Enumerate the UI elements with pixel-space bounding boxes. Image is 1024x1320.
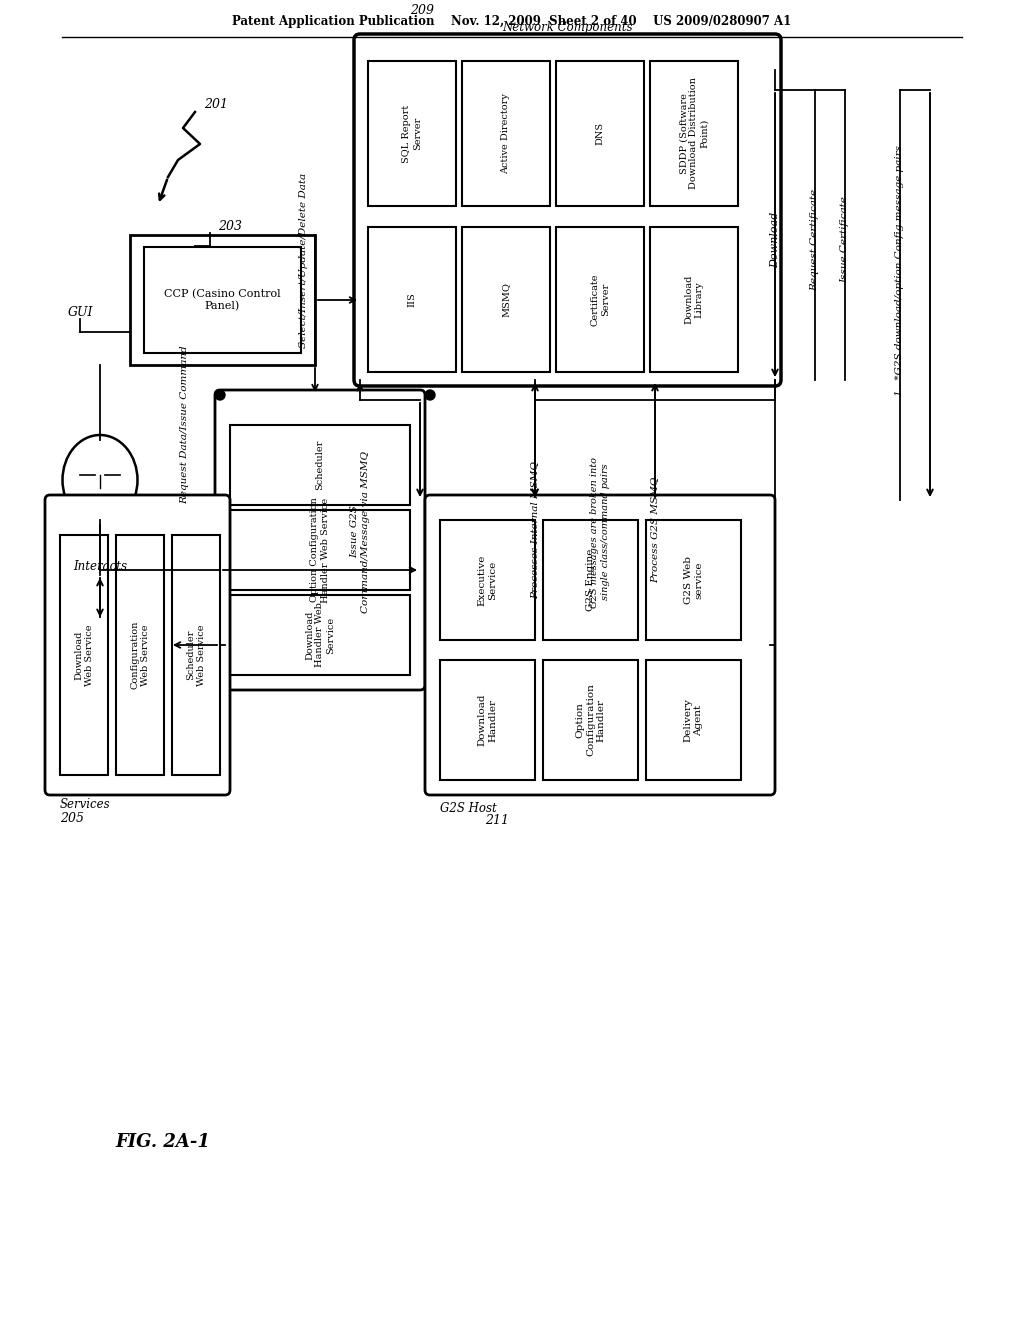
Bar [462, 227, 550, 372]
Bar [440, 660, 535, 780]
Bar [368, 61, 456, 206]
Bar [440, 520, 535, 640]
FancyBboxPatch shape [215, 389, 425, 690]
Text: 203: 203 [218, 219, 242, 232]
Text: Scheduler
Web Service: Scheduler Web Service [186, 624, 206, 686]
Text: Request Data/Issue Command: Request Data/Issue Command [180, 346, 189, 504]
FancyBboxPatch shape [45, 495, 230, 795]
Text: Patent Application Publication    Nov. 12, 2009  Sheet 2 of 40    US 2009/028090: Patent Application Publication Nov. 12, … [232, 16, 792, 29]
Bar [462, 61, 550, 206]
Text: Configuration
Web Service: Configuration Web Service [130, 620, 150, 689]
Text: Option
Configuration
Handler: Option Configuration Handler [575, 684, 605, 756]
Text: Active Directory: Active Directory [502, 94, 511, 174]
Text: Download
Web Service: Download Web Service [75, 624, 94, 686]
Text: SDDP (Software
Download Distribution
Point): SDDP (Software Download Distribution Poi… [679, 78, 709, 190]
Ellipse shape [62, 436, 137, 525]
Bar [116, 535, 164, 775]
Bar [172, 535, 220, 775]
Text: G2S Host: G2S Host [440, 801, 497, 814]
Bar [144, 247, 301, 352]
Bar [130, 235, 315, 366]
Circle shape [425, 389, 435, 400]
Text: CCP (Casino Control
Panel): CCP (Casino Control Panel) [164, 289, 281, 312]
Text: Option Configuration
Handler Web Service: Option Configuration Handler Web Service [310, 498, 330, 602]
Text: Certificate
Server: Certificate Server [590, 273, 609, 326]
Text: Processes Internal MSMQ: Processes Internal MSMQ [530, 461, 540, 599]
Text: 209: 209 [410, 4, 434, 16]
Text: Issue G2S
Command/Message via MSMQ: Issue G2S Command/Message via MSMQ [350, 451, 370, 612]
Text: IIS: IIS [408, 292, 417, 306]
Text: Process G2S MSMQ: Process G2S MSMQ [650, 477, 659, 583]
Text: Services: Services [60, 799, 111, 812]
Text: DNS: DNS [596, 121, 604, 145]
Text: Delivery
Agent: Delivery Agent [684, 698, 703, 742]
Text: 205: 205 [60, 812, 84, 825]
Text: Executive
Service: Executive Service [478, 554, 498, 606]
Bar [543, 520, 638, 640]
Text: Download: Download [770, 213, 780, 268]
Bar [230, 595, 410, 675]
Text: Download
Library: Download Library [684, 275, 703, 325]
Text: Scheduler: Scheduler [315, 440, 325, 490]
Text: 211: 211 [485, 813, 509, 826]
FancyBboxPatch shape [354, 34, 781, 385]
Text: Download
Handler: Download Handler [478, 694, 498, 746]
Bar [650, 61, 738, 206]
Bar [368, 227, 456, 372]
Bar [230, 510, 410, 590]
Text: FIG. 2A-1: FIG. 2A-1 [115, 1133, 210, 1151]
Text: G2S messages are broken into
single class/command pairs: G2S messages are broken into single clas… [590, 457, 609, 607]
Bar [60, 535, 108, 775]
Bar [646, 660, 741, 780]
Text: 201: 201 [204, 99, 228, 111]
Text: G2S Engine: G2S Engine [586, 549, 595, 611]
Text: Issue Certificate: Issue Certificate [841, 197, 850, 284]
Text: GUI: GUI [68, 305, 93, 318]
Bar [556, 227, 644, 372]
Bar [646, 520, 741, 640]
Text: Download
Handler Web
Service: Download Handler Web Service [305, 602, 335, 668]
Text: G2S Web
service: G2S Web service [684, 556, 703, 605]
Bar [543, 660, 638, 780]
Text: Request Certificate: Request Certificate [811, 189, 819, 292]
Text: Network Components: Network Components [502, 21, 633, 34]
Text: MSMQ: MSMQ [502, 282, 511, 317]
Bar [556, 61, 644, 206]
Circle shape [215, 389, 225, 400]
Text: Interacts: Interacts [73, 561, 127, 573]
Bar [230, 425, 410, 506]
FancyBboxPatch shape [425, 495, 775, 795]
Text: 1...*G2S download/option Config message pairs: 1...*G2S download/option Config message … [896, 144, 904, 396]
Text: SQL Report
Server: SQL Report Server [402, 104, 422, 162]
Text: Select/Insert/Update/Delete Data: Select/Insert/Update/Delete Data [299, 173, 307, 347]
Bar [650, 227, 738, 372]
